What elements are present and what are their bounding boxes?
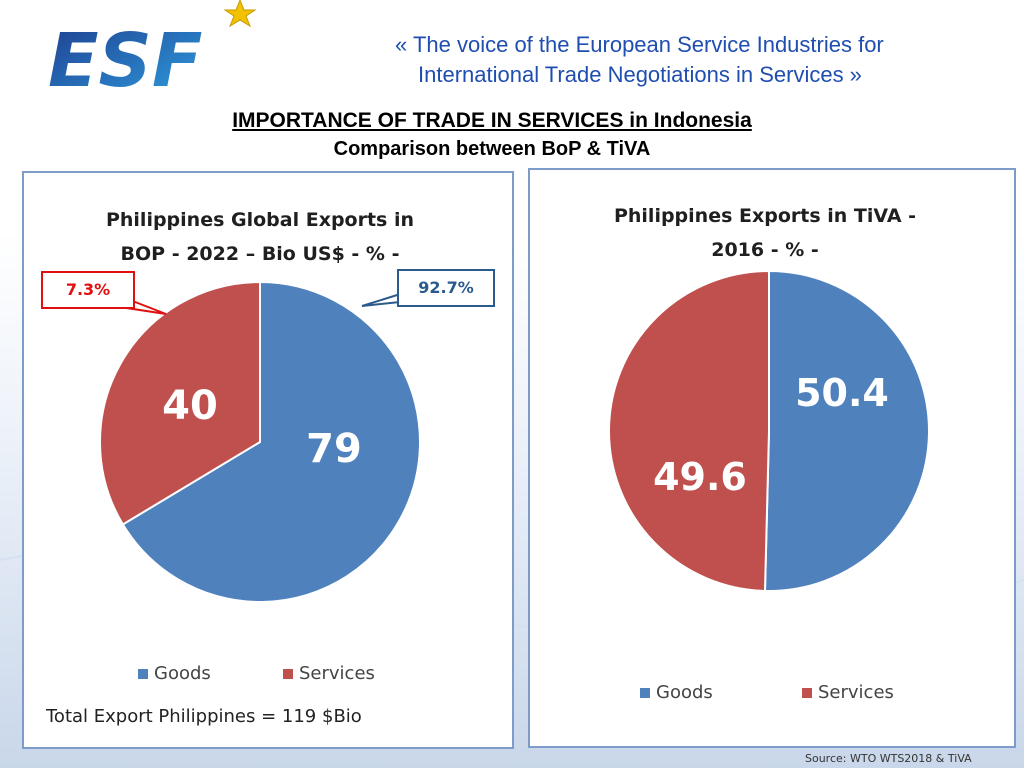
bop-title-line1: Philippines Global Exports in	[105, 209, 415, 231]
legend-item-services: Services	[802, 682, 894, 703]
legend-item-goods: Goods	[138, 663, 211, 684]
tiva-title-line1: Philippines Exports in TiVA -	[613, 205, 917, 227]
legend-label-services: Services	[299, 663, 375, 684]
page-heading: IMPORTANCE OF TRADE IN SERVICES in Indon…	[0, 107, 984, 163]
pie-slice-goods	[121, 280, 421, 603]
goods-share-callout: 92.7%	[397, 269, 495, 307]
page-title: IMPORTANCE OF TRADE IN SERVICES in Indon…	[232, 109, 752, 132]
legend-swatch-goods	[640, 688, 650, 698]
tiva-pie-chart: 50.4 49.6	[608, 269, 930, 592]
logo-text: ESF	[48, 18, 202, 100]
legend-item-goods: Goods	[640, 682, 713, 703]
legend-label-services: Services	[818, 682, 894, 703]
bop-title-line2: BOP - 2022 – Bio US$ - % -	[120, 243, 400, 265]
tagline: « The voice of the European Service Indu…	[380, 30, 1000, 90]
data-label-goods: 50.4	[795, 371, 889, 415]
data-label-services: 49.6	[653, 455, 747, 499]
tiva-chart-title: Philippines Exports in TiVA - 2016 - % -	[560, 199, 970, 267]
esf-logo: ESF	[48, 0, 257, 100]
bop-chart-title: Philippines Global Exports in BOP - 2022…	[60, 203, 460, 271]
pie-slice-services	[608, 269, 770, 592]
data-label-goods: 79	[306, 426, 362, 472]
star-icon	[223, 0, 257, 28]
pie-slice-services	[99, 280, 261, 526]
services-share-callout: 7.3%	[41, 271, 135, 309]
legend-swatch-services	[802, 688, 812, 698]
data-label-services: 40	[162, 383, 218, 429]
legend-item-services: Services	[283, 663, 375, 684]
total-export-note: Total Export Philippines = 119 $Bio	[46, 706, 362, 727]
bop-pie-chart: 79 40	[99, 280, 421, 603]
legend-label-goods: Goods	[154, 663, 211, 684]
pie-slice-goods	[763, 269, 930, 592]
source-note: Source: WTO WTS2018 & TiVA	[805, 752, 972, 765]
tiva-title-line2: 2016 - % -	[711, 239, 819, 261]
legend-swatch-goods	[138, 669, 148, 679]
tagline-line1: « The voice of the European Service Indu…	[395, 32, 884, 57]
page-subtitle: Comparison between BoP & TiVA	[333, 138, 651, 160]
tagline-line2: International Trade Negotiations in Serv…	[418, 62, 862, 87]
legend-swatch-services	[283, 669, 293, 679]
legend-label-goods: Goods	[656, 682, 713, 703]
